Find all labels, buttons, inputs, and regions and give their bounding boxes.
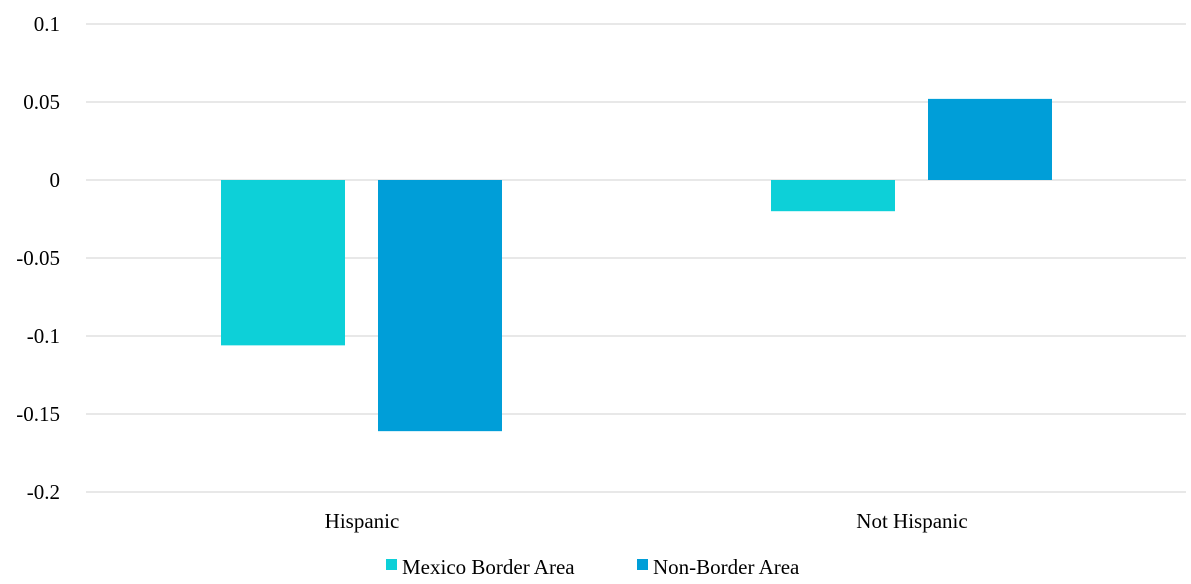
bar [771, 180, 895, 212]
y-tick-label: -0.1 [27, 324, 60, 348]
bar [928, 98, 1052, 180]
legend-swatch [386, 559, 397, 570]
bar [221, 180, 345, 346]
y-tick-label: 0.05 [23, 90, 60, 114]
y-axis-tick-labels: 0.1 0.05 0 -0.05 -0.1 -0.15 -0.2 [16, 12, 60, 504]
bar [378, 180, 502, 432]
legend-label: Non-Border Area [653, 555, 800, 579]
y-tick-label: -0.15 [16, 402, 60, 426]
y-tick-label: 0.1 [34, 12, 60, 36]
x-axis-category-labels: Hispanic Not Hispanic [325, 509, 968, 533]
legend: Mexico Border Area Non-Border Area [386, 555, 800, 579]
y-tick-label: -0.2 [27, 480, 60, 504]
bars [221, 98, 1052, 432]
legend-label: Mexico Border Area [402, 555, 575, 579]
legend-swatch [637, 559, 648, 570]
x-category-label: Hispanic [325, 509, 400, 533]
y-tick-label: 0 [50, 168, 61, 192]
y-tick-label: -0.05 [16, 246, 60, 270]
x-category-label: Not Hispanic [856, 509, 967, 533]
